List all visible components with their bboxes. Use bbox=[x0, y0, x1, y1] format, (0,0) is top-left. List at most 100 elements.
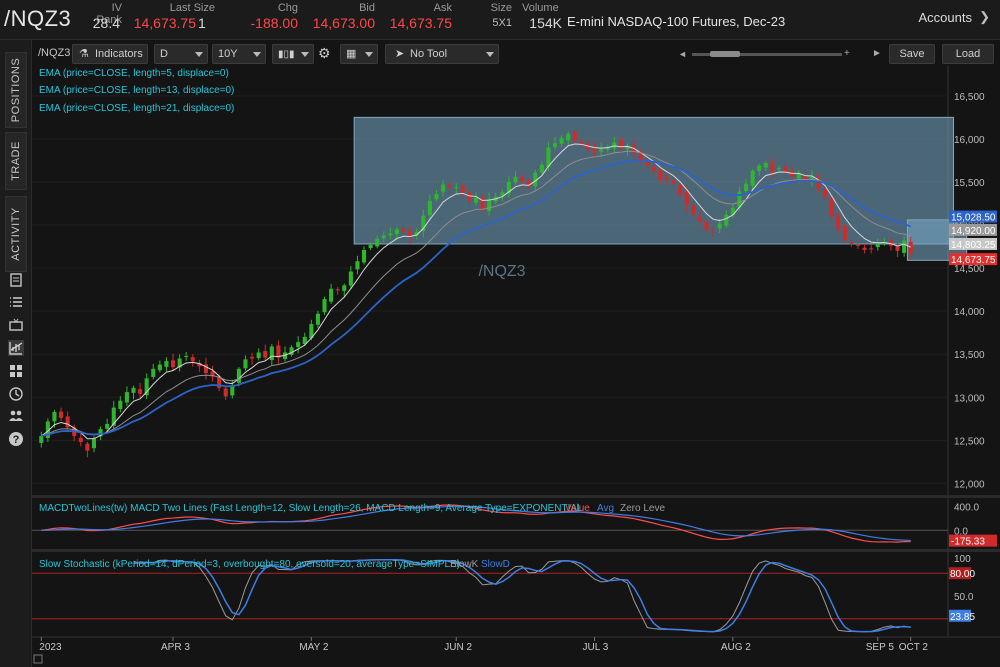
candle-body bbox=[98, 429, 103, 437]
candle-body bbox=[217, 376, 222, 388]
drawings-icon: ▦ bbox=[346, 48, 357, 60]
macd-zero-legend: Zero Leve bbox=[620, 503, 665, 514]
price-tick-label: 12,500 bbox=[954, 436, 985, 447]
ask-label: Ask bbox=[433, 2, 452, 14]
candle-body bbox=[902, 240, 907, 253]
macd-value-bubble bbox=[949, 534, 997, 547]
panel-separator-2[interactable] bbox=[32, 549, 1000, 552]
zoom-track[interactable] bbox=[692, 53, 842, 56]
help-icon[interactable]: ? bbox=[8, 431, 24, 447]
ema5-label[interactable]: EMA (price=CLOSE, length=5, displace=0) bbox=[39, 68, 229, 79]
candle-body bbox=[875, 243, 880, 248]
panel-separator-1[interactable] bbox=[32, 495, 1000, 498]
price-tick-label: 14,500 bbox=[954, 264, 985, 275]
candle-body bbox=[697, 216, 702, 222]
candle-body bbox=[658, 170, 663, 180]
price-bubble-text: 14,920.00 bbox=[951, 226, 996, 237]
candle-body bbox=[144, 378, 149, 396]
zoom-in-icon[interactable]: + bbox=[844, 48, 850, 59]
tab-trade[interactable]: TRADE bbox=[5, 132, 27, 190]
ema-5-line bbox=[40, 143, 911, 440]
slowk-legend: SlowK bbox=[450, 559, 479, 570]
stochastic-value-bubble-text: 23.85 bbox=[950, 612, 975, 623]
drawing-set-select[interactable]: ▦ bbox=[340, 44, 378, 64]
grid-icon[interactable] bbox=[8, 363, 24, 379]
candle-body bbox=[618, 139, 623, 149]
scroll-left-icon[interactable]: ◄ bbox=[678, 49, 687, 59]
price-bubble-text: 14,803.25 bbox=[951, 240, 996, 251]
macd-panel: 400.0 0.0-175.33 bbox=[32, 503, 997, 548]
candle-body bbox=[394, 229, 400, 235]
notes-icon[interactable] bbox=[8, 272, 24, 288]
candle-body bbox=[823, 189, 828, 198]
candle-body bbox=[184, 355, 189, 357]
drawing-tool-select[interactable]: ➤ No Tool bbox=[385, 44, 499, 64]
candle-body bbox=[329, 288, 334, 302]
candle-body bbox=[480, 199, 485, 209]
zoom-thumb[interactable] bbox=[710, 51, 740, 57]
chart-style-select[interactable]: ▮▯▮ bbox=[272, 44, 314, 64]
candle-body bbox=[500, 192, 505, 196]
scroll-right-icon[interactable]: ► bbox=[872, 48, 882, 59]
macd-tick-label: 400.0 bbox=[954, 503, 979, 514]
price-bubble bbox=[949, 237, 997, 250]
candle-body bbox=[671, 180, 676, 184]
beaker-icon: ⚗ bbox=[79, 48, 89, 60]
chart-icon[interactable] bbox=[8, 340, 24, 356]
expand-icon bbox=[33, 654, 43, 664]
tab-activity[interactable]: ACTIVITY bbox=[5, 196, 27, 272]
candle-body bbox=[711, 230, 716, 232]
candle-body bbox=[625, 145, 630, 150]
candle-body bbox=[816, 178, 821, 188]
ema13-label[interactable]: EMA (price=CLOSE, length=13, displace=0) bbox=[39, 85, 234, 96]
candle-body bbox=[302, 336, 307, 344]
accounts-menu[interactable]: Accounts bbox=[918, 10, 972, 25]
candle-body bbox=[408, 230, 413, 238]
candle-body bbox=[757, 165, 762, 171]
time-tick-label: SEP 5 bbox=[866, 642, 895, 653]
candle-body bbox=[315, 313, 320, 325]
clock-icon[interactable] bbox=[8, 386, 24, 402]
candle-body bbox=[783, 166, 788, 173]
people-icon[interactable] bbox=[8, 408, 24, 424]
list-icon[interactable] bbox=[8, 294, 24, 310]
tab-positions[interactable]: POSITIONS bbox=[5, 52, 27, 128]
aggregation-select[interactable]: D bbox=[154, 44, 208, 64]
timeframe-select[interactable]: 10Y bbox=[212, 44, 266, 64]
ask-value: 14,673.75 bbox=[389, 15, 452, 31]
candle-body bbox=[744, 183, 749, 191]
candle-body bbox=[335, 289, 340, 291]
macd-avg-legend: Avg bbox=[597, 503, 614, 514]
load-button[interactable]: Load bbox=[942, 44, 994, 64]
candle-body bbox=[895, 246, 900, 251]
price-bubble bbox=[949, 210, 997, 223]
candle-body bbox=[282, 352, 288, 360]
chart-area[interactable]: /NQZ3 16,50016,00015,50015,00014,50014,0… bbox=[32, 66, 1000, 667]
chart-symbol-label[interactable]: /NQZ3 bbox=[38, 47, 71, 59]
stochastic-title[interactable]: Slow Stochastic (kPeriod=14, dPeriod=3, … bbox=[39, 559, 460, 570]
chevron-down-icon[interactable]: ❯ bbox=[979, 9, 990, 24]
macd-tick-label: 0.0 bbox=[954, 526, 968, 537]
candle-body bbox=[441, 184, 446, 192]
save-button[interactable]: Save bbox=[889, 44, 935, 64]
highlight-box bbox=[353, 116, 955, 245]
candle-body bbox=[118, 400, 123, 409]
candle-body bbox=[276, 345, 281, 358]
symbol-field[interactable]: /NQZ3 bbox=[4, 6, 72, 31]
candle-body bbox=[210, 371, 215, 377]
macd-legend: MACDTwoLines(tw) MACD Two Lines (Fast Le… bbox=[39, 503, 665, 514]
indicators-button[interactable]: ⚗ Indicators bbox=[72, 44, 148, 64]
stochastic-tick-label: 50.0 bbox=[954, 592, 974, 603]
macd-title[interactable]: MACDTwoLines(tw) MACD Two Lines (Fast Le… bbox=[39, 503, 583, 514]
highlight-boxes bbox=[353, 116, 968, 261]
candle-body bbox=[375, 238, 380, 247]
monitor-icon[interactable] bbox=[8, 317, 24, 333]
iv-rank-label: IV Rank bbox=[96, 2, 122, 26]
gear-icon[interactable]: ⚙ bbox=[318, 45, 331, 61]
candle-body bbox=[849, 241, 854, 244]
candle-body bbox=[750, 170, 755, 186]
candle-body bbox=[546, 147, 551, 168]
ema21-label[interactable]: EMA (price=CLOSE, length=21, displace=0) bbox=[39, 103, 234, 114]
candle-body bbox=[506, 181, 511, 194]
candle-body bbox=[664, 177, 670, 181]
